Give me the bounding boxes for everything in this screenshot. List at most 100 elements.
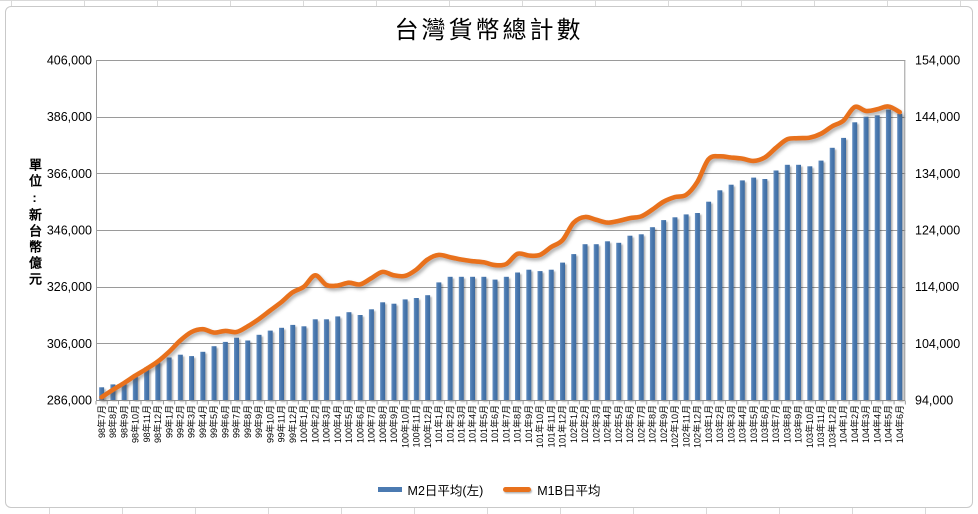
x-tick-label: 98年11月	[141, 405, 152, 442]
bar-m2	[323, 319, 329, 401]
bar-m2	[425, 295, 431, 400]
right-tick-label: 114,000	[915, 280, 959, 294]
bar-m2	[256, 334, 262, 400]
legend-label-m2: M2日平均(左)	[407, 484, 484, 498]
bar-m2	[346, 312, 352, 400]
x-tick-label: 101年10月	[534, 405, 545, 448]
x-tick-label: 99年5月	[208, 405, 219, 438]
bar-m2	[413, 298, 419, 400]
bar-m2	[492, 279, 498, 400]
sheet-column-line	[522, 0, 523, 6]
sheet-column-line	[960, 0, 961, 6]
chart-title[interactable]: 台灣貨幣總計數	[394, 16, 584, 44]
m2-series-swatch-icon	[377, 487, 402, 492]
x-tick-label: 99年2月	[175, 405, 186, 438]
series-m1b-line[interactable]	[99, 104, 902, 400]
x-tick-label: 101年3月	[456, 405, 467, 443]
bar-m2	[200, 351, 206, 400]
sheet-column-line	[414, 508, 415, 514]
bar-m2	[99, 387, 105, 401]
sheet-row-line	[0, 0, 978, 1]
x-tick-label: 102年1月	[568, 405, 579, 443]
x-tick-label: 102年6月	[624, 405, 635, 443]
x-tick-label: 103年12月	[826, 405, 837, 448]
x-tick-label: 99年3月	[186, 405, 197, 438]
sheet-column-line	[84, 0, 85, 6]
legend[interactable]: M2日平均(左) M1B日平均	[0, 480, 978, 499]
sheet-column-line	[303, 0, 304, 6]
bar-m2	[717, 190, 723, 400]
right-tick-label: 154,000	[915, 54, 960, 68]
x-tick-label: 102年9月	[658, 405, 669, 443]
x-tick-label: 103年9月	[793, 405, 804, 443]
bar-m2	[593, 244, 599, 400]
sheet-column-line	[560, 508, 561, 514]
bar-m2	[436, 282, 442, 400]
sheet-column-line	[11, 0, 12, 6]
left-tick-label: 306,000	[47, 337, 92, 351]
bar-m2	[582, 244, 588, 400]
bar-m2	[841, 137, 846, 400]
sheet-column-line	[633, 508, 634, 514]
x-tick-label: 99年11月	[276, 405, 287, 442]
bar-m2	[897, 113, 903, 401]
legend-label-m1b: M1B日平均	[537, 484, 601, 498]
bar-m2	[481, 276, 487, 401]
bar-m2	[458, 276, 464, 401]
x-tick-label: 104年5月	[883, 405, 894, 443]
x-tick-label: 103年8月	[782, 405, 793, 443]
bar-m2	[739, 180, 745, 400]
left-tick-label: 326,000	[47, 280, 92, 294]
bar-m2	[166, 357, 172, 400]
bar-m2	[335, 316, 341, 400]
x-tick-label: 100年2月	[309, 405, 320, 443]
x-tick-label: 101年11月	[545, 405, 556, 447]
x-tick-label: 100年11月	[411, 405, 422, 447]
bar-m2	[402, 299, 408, 400]
bar-m2	[155, 361, 161, 401]
left-tick-label: 406,000	[47, 54, 92, 68]
bar-m2	[661, 220, 667, 400]
x-tick-label: 102年5月	[613, 405, 624, 443]
x-tick-label: 103年5月	[748, 405, 759, 443]
sheet-column-line	[595, 0, 596, 6]
legend-item-m1b[interactable]: M1B日平均	[503, 480, 600, 499]
sheet-column-line	[741, 0, 742, 6]
bar-m2	[132, 375, 138, 400]
right-tick-label: 144,000	[915, 110, 960, 124]
bar-m2	[616, 242, 622, 401]
bar-m2	[706, 201, 712, 400]
bar-m2	[503, 276, 509, 401]
x-tick-label: 101年4月	[467, 405, 478, 443]
x-tick-label: 100年12月	[422, 405, 433, 448]
bar-m2	[537, 271, 543, 400]
bar-m2	[560, 262, 565, 400]
right-tick-label: 134,000	[915, 167, 960, 181]
right-tick-label: 104,000	[915, 337, 960, 351]
x-tick-label: 98年8月	[107, 405, 118, 438]
legend-item-m2[interactable]: M2日平均(左)	[377, 480, 484, 499]
right-tick-label: 94,000	[915, 394, 953, 408]
sheet-column-line	[852, 508, 853, 514]
sheet-column-line	[706, 508, 707, 514]
x-tick-label: 101年12月	[557, 405, 568, 448]
x-tick-label: 99年9月	[253, 405, 264, 438]
bar-m2	[807, 166, 813, 401]
x-axis-labels: 98年7月 98年8月 98年9月 98年10月 98年11月 98年12月 99年1月 99…	[96, 405, 905, 448]
bar-m2	[773, 170, 779, 400]
left-axis-labels: 286,000 306,000 326,000 346,000 366,000 386,0…	[47, 54, 92, 408]
series-m2-bars[interactable]	[99, 109, 903, 401]
x-tick-label: 100年10月	[399, 405, 410, 448]
right-tick-label: 124,000	[915, 224, 960, 238]
x-tick-label: 104年1月	[838, 405, 849, 443]
sheet-column-line	[49, 508, 50, 514]
bar-m2	[829, 147, 835, 400]
left-tick-label: 386,000	[47, 110, 92, 124]
left-axis-title: 單位:新台幣億元	[27, 158, 42, 288]
x-tick-label: 98年7月	[96, 405, 107, 438]
x-tick-label: 104年4月	[871, 405, 882, 443]
bar-m2	[357, 315, 363, 400]
left-tick-label: 346,000	[47, 224, 92, 238]
bar-m2	[144, 367, 150, 400]
